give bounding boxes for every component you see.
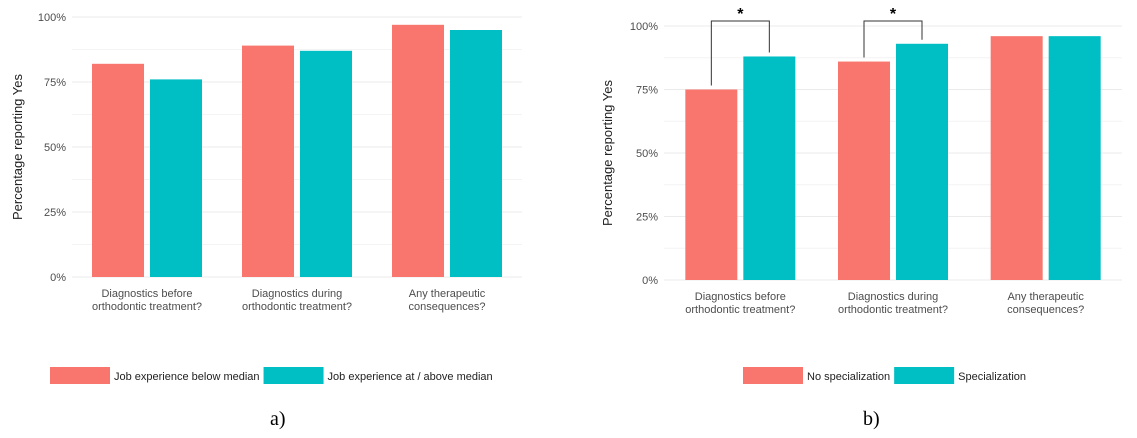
bar-chart-a: 0% 25% 50% 75% 100% Percentage reporting Yes D… xyxy=(10,7,522,384)
bar xyxy=(300,50,352,277)
x-tick-label: Diagnostics before xyxy=(695,291,786,303)
plot-area xyxy=(72,7,522,277)
x-tick-label: Any therapeutic xyxy=(1007,291,1084,303)
panel-label-a: a) xyxy=(270,408,286,430)
y-tick-label: 75% xyxy=(44,77,66,89)
y-tick-label: 25% xyxy=(636,212,658,224)
significance-marker: * xyxy=(737,6,744,23)
y-tick-label: 50% xyxy=(636,148,658,160)
bar xyxy=(685,89,738,280)
legend-label: Specialization xyxy=(958,371,1026,383)
y-tick-label: 0% xyxy=(50,272,66,284)
x-tick-label: Any therapeutic xyxy=(409,288,486,300)
bar-chart-b: 0% 25% 50% 75% 100% Percentage reporting Yes D… xyxy=(600,6,1122,384)
x-tick-label: consequences? xyxy=(408,301,485,313)
bar xyxy=(150,79,202,278)
legend-label: Job experience below median xyxy=(114,371,260,383)
x-tick-label: Diagnostics before xyxy=(101,288,192,300)
bar xyxy=(838,61,890,281)
legend-label: Job experience at / above median xyxy=(328,371,493,383)
y-axis-label: Percentage reporting Yes xyxy=(10,74,25,220)
y-tick-label: 25% xyxy=(44,207,66,219)
x-tick-label: consequences? xyxy=(1007,304,1084,316)
legend-swatch xyxy=(894,367,955,384)
bar xyxy=(450,30,502,277)
significance-bracket xyxy=(710,20,770,86)
y-tick-label: 0% xyxy=(642,275,658,287)
bar xyxy=(1048,36,1101,280)
legend-swatch xyxy=(50,367,110,384)
x-tick-label: orthodontic treatment? xyxy=(242,301,352,313)
y-tick-label: 75% xyxy=(636,85,658,97)
bar xyxy=(392,24,444,277)
bar xyxy=(896,43,948,280)
bar xyxy=(242,45,294,277)
y-tick-label: 100% xyxy=(630,21,658,33)
x-tick-label: Diagnostics during xyxy=(252,288,343,300)
plot-area xyxy=(664,16,1122,280)
bar xyxy=(92,63,144,277)
y-tick-label: 50% xyxy=(44,142,66,154)
significance-bracket xyxy=(863,20,923,58)
chart-panel-a: 0% 25% 50% 75% 100% Percentage reporting Yes D… xyxy=(0,0,568,438)
chart-panel-b: 0% 25% 50% 75% 100% Percentage reporting Yes D… xyxy=(568,0,1137,438)
legend-label: No specialization xyxy=(807,371,890,383)
x-tick-label: orthodontic treatment? xyxy=(685,304,795,316)
bar xyxy=(990,36,1043,280)
panel-label-b: b) xyxy=(863,408,880,430)
y-tick-label: 100% xyxy=(38,12,66,24)
x-tick-label: orthodontic treatment? xyxy=(838,304,948,316)
x-tick-label: Diagnostics during xyxy=(848,291,939,303)
y-axis-label: Percentage reporting Yes xyxy=(600,80,615,226)
significance-marker: * xyxy=(890,6,897,23)
legend-swatch xyxy=(263,367,324,384)
x-tick-label: orthodontic treatment? xyxy=(92,301,202,313)
bar xyxy=(743,56,796,281)
legend-swatch xyxy=(743,367,803,384)
